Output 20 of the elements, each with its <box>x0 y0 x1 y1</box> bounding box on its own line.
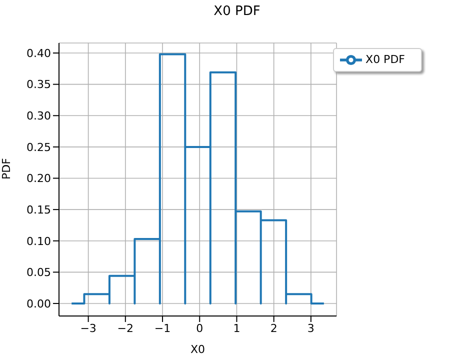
y-tick-label: 0.20 <box>26 172 51 186</box>
legend-label: X0 PDF <box>366 53 405 66</box>
x-tick-label: −3 <box>80 322 96 335</box>
chart-title: X0 PDF <box>212 4 262 19</box>
y-tick-label: 0.00 <box>26 297 51 310</box>
x-axis-title: X0 <box>190 343 206 355</box>
x-tick-label: 1 <box>233 322 240 335</box>
x-tick-label: −2 <box>117 322 134 335</box>
x-tick-label: 0 <box>196 322 204 335</box>
y-axis-title: PDF <box>0 158 13 180</box>
y-tick-label: 0.25 <box>26 140 51 154</box>
y-tick-label: 0.30 <box>26 110 51 123</box>
y-tick-label: 0.35 <box>26 78 51 92</box>
y-tick-label: 0.05 <box>26 266 51 280</box>
y-tick-label: 0.40 <box>26 46 51 60</box>
y-tick-label: 0.15 <box>26 203 51 216</box>
x-tick-label: 3 <box>307 322 314 335</box>
x-tick-label: −1 <box>154 322 171 335</box>
x-tick-label: 2 <box>270 322 278 335</box>
y-tick-label: 0.10 <box>26 234 51 248</box>
